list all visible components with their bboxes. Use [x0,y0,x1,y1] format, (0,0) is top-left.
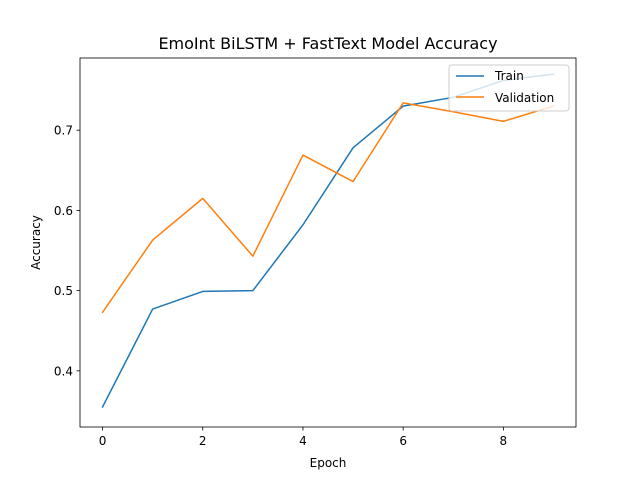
y-axis-label: Accuracy [29,215,43,270]
y-tick-label: 0.5 [54,284,73,298]
legend-label-validation: Validation [495,91,554,105]
y-tick-label: 0.6 [54,204,73,218]
x-tick-label: 6 [399,434,407,448]
x-axis-label: Epoch [310,456,347,470]
plot-area [80,58,576,427]
y-tick-label: 0.4 [54,364,73,378]
y-tick-label: 0.7 [54,124,73,138]
x-tick-label: 0 [99,434,107,448]
legend-label-train: Train [494,69,524,83]
plot-frame [79,57,577,428]
x-tick-label: 2 [199,434,207,448]
ticks-layer: 0 2 4 6 8 0.4 0.5 0.6 0.7 [54,124,507,448]
series-line-validation [101,102,555,314]
chart-title: EmoInt BiLSTM + FastText Model Accuracy [158,34,497,53]
legend: Train Validation [448,64,570,112]
x-tick-label: 4 [299,434,307,448]
x-tick-label: 8 [500,434,508,448]
